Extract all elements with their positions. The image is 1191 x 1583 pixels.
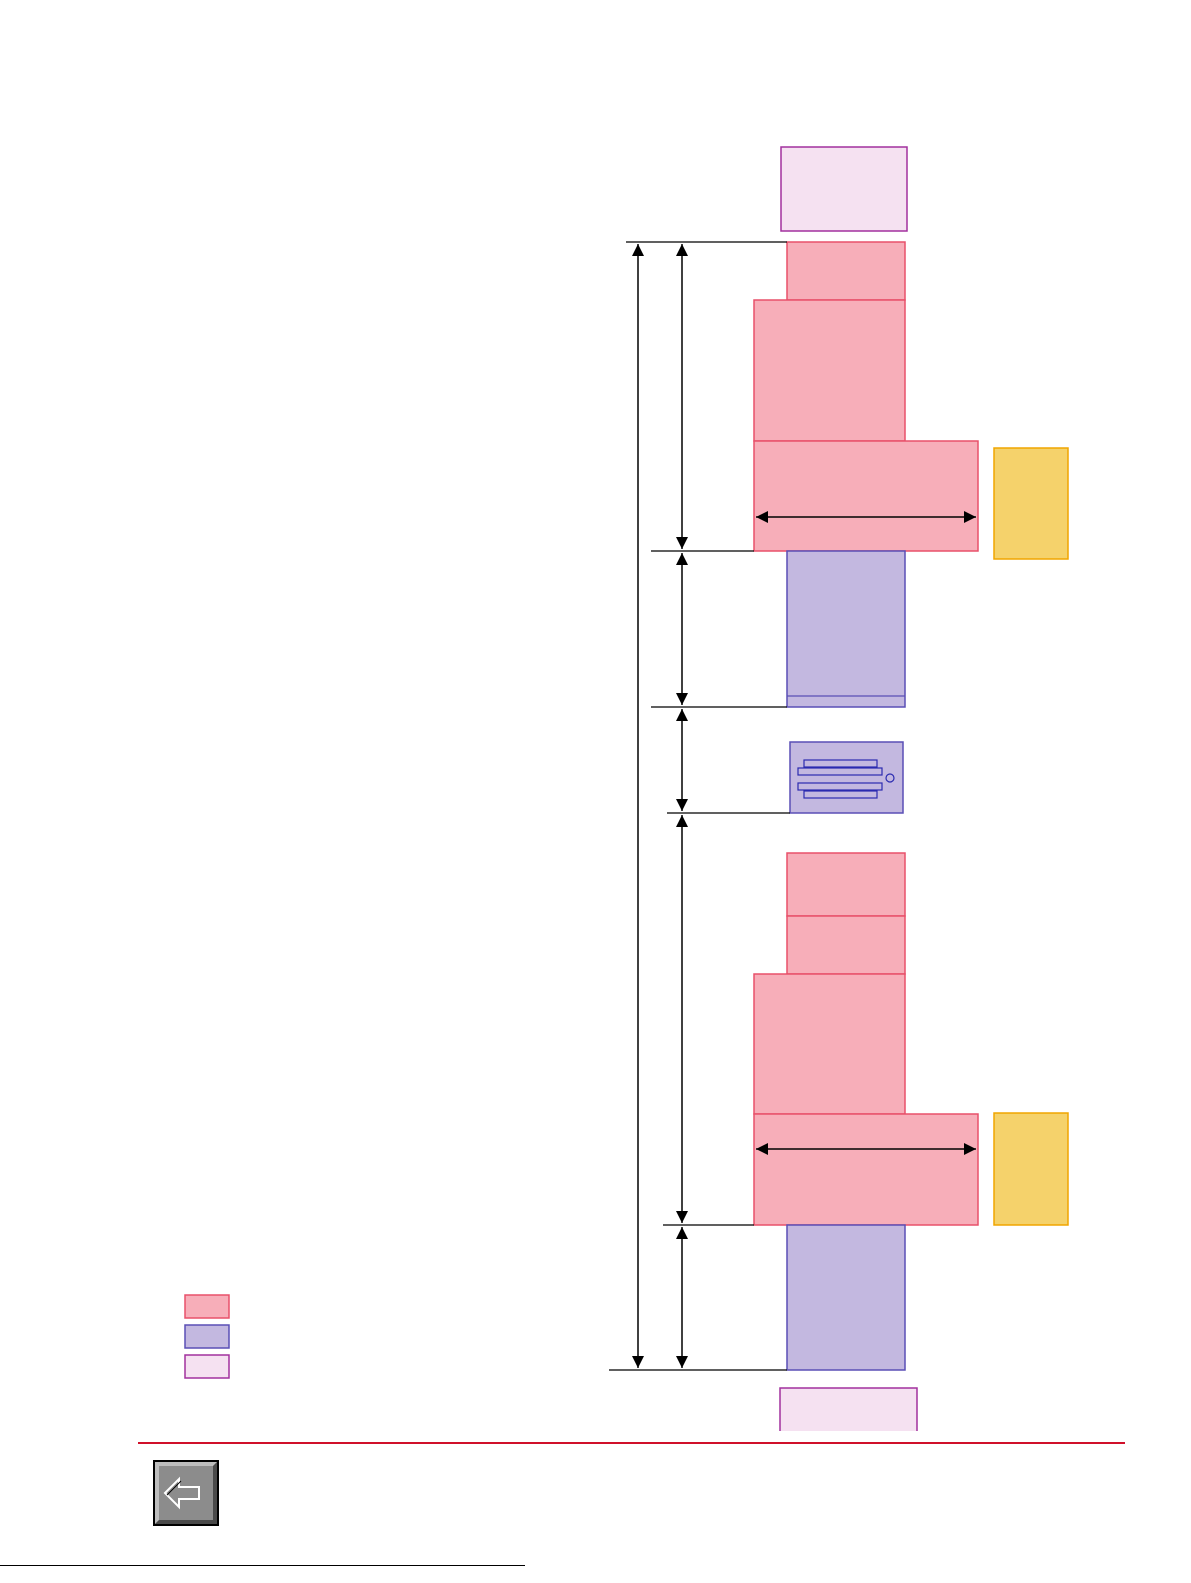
upper-pink-block-middle (753, 299, 906, 442)
legend-swatch-lavender (184, 1354, 230, 1379)
footer-rule (138, 1442, 1125, 1444)
drive-bay-icon (789, 741, 904, 814)
upper-purple-block (786, 550, 906, 708)
extension-lines (609, 241, 790, 1371)
legend-swatch-pink (184, 1294, 230, 1319)
bottom-lavender-box (779, 1387, 918, 1431)
upper-pink-block-top (786, 241, 906, 301)
lower-yellow-box (993, 1112, 1069, 1226)
legend-swatch-purple (184, 1324, 230, 1349)
legend (184, 1294, 230, 1379)
back-arrow-icon (153, 1460, 219, 1526)
upper-yellow-box (993, 447, 1069, 560)
top-lavender-box (780, 146, 908, 232)
lower-pink-block-middle (753, 973, 906, 1115)
upper-pink-block-wide (753, 440, 979, 552)
back-button[interactable] (153, 1460, 219, 1526)
lower-pink-block-wide (753, 1113, 979, 1226)
lower-purple-block (786, 1224, 906, 1371)
lower-pink-block-top (786, 852, 906, 917)
bottom-rule (0, 1565, 525, 1566)
lower-pink-block-second (786, 915, 906, 975)
